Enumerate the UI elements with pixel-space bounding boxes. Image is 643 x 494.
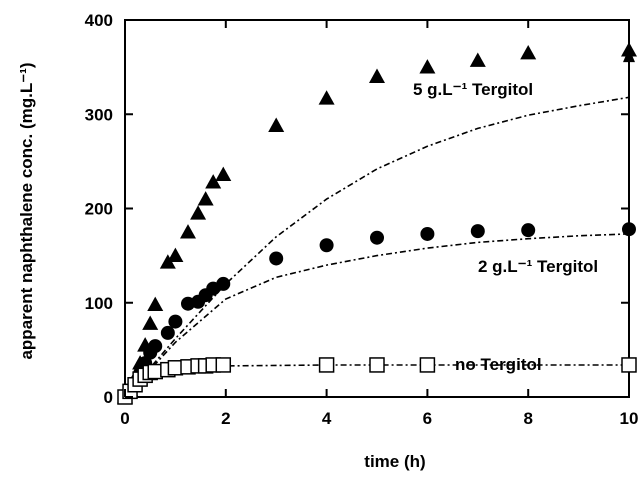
- y-tick-label: 400: [85, 11, 113, 30]
- triangle-marker: [318, 90, 335, 105]
- arrow-head: [623, 48, 635, 63]
- triangle-marker: [205, 174, 222, 189]
- triangle-marker: [369, 68, 385, 83]
- series-label-5g: 5 g.L⁻¹ Tergitol: [413, 80, 533, 99]
- circle-marker: [470, 224, 485, 239]
- y-tick-label: 100: [85, 294, 113, 313]
- data-markers: [117, 42, 637, 405]
- circle-marker: [269, 251, 284, 266]
- circle-marker: [420, 226, 435, 241]
- square-marker: [419, 357, 436, 373]
- x-tick-label: 0: [120, 409, 129, 428]
- circle-marker: [370, 230, 384, 245]
- circle-marker: [319, 238, 334, 253]
- square-marker: [369, 357, 385, 373]
- triangle-marker: [180, 224, 196, 239]
- triangle-marker: [142, 315, 159, 330]
- circle-marker: [168, 314, 183, 329]
- x-tick-label: 10: [620, 409, 639, 428]
- square-marker: [621, 357, 637, 373]
- circle-marker: [148, 339, 163, 354]
- triangle-marker: [419, 59, 436, 74]
- circle-marker: [216, 276, 231, 291]
- square-marker: [318, 357, 335, 373]
- triangle-marker: [167, 247, 184, 263]
- triangle-marker: [147, 296, 164, 312]
- model-curve: [124, 233, 630, 398]
- model-curve: [124, 96, 630, 398]
- square-marker: [215, 357, 232, 373]
- y-tick-label: 0: [104, 388, 113, 407]
- model-curve: [124, 364, 629, 398]
- series-label-2g: 2 g.L⁻¹ Tergitol: [478, 257, 598, 276]
- x-axis-label: time (h): [364, 452, 425, 471]
- triangle-marker: [520, 44, 537, 60]
- triangle-marker: [469, 52, 486, 67]
- model-curves: [124, 96, 630, 398]
- triangle-marker: [268, 117, 285, 132]
- y-tick-label: 200: [85, 200, 113, 219]
- y-axis-label: apparent naphthalene conc. (mg.L⁻¹): [17, 62, 36, 359]
- circle-marker: [521, 223, 536, 238]
- series-label-no: no Tergitol: [455, 355, 542, 374]
- triangle-marker: [215, 166, 232, 181]
- x-tick-label: 6: [423, 409, 432, 428]
- x-tick-label: 2: [221, 409, 230, 428]
- y-tick-label: 300: [85, 105, 113, 124]
- triangle-marker: [197, 191, 214, 206]
- x-tick-label: 4: [322, 409, 332, 428]
- circle-marker: [160, 325, 175, 340]
- x-tick-label: 8: [523, 409, 532, 428]
- triangle-marker: [190, 205, 207, 220]
